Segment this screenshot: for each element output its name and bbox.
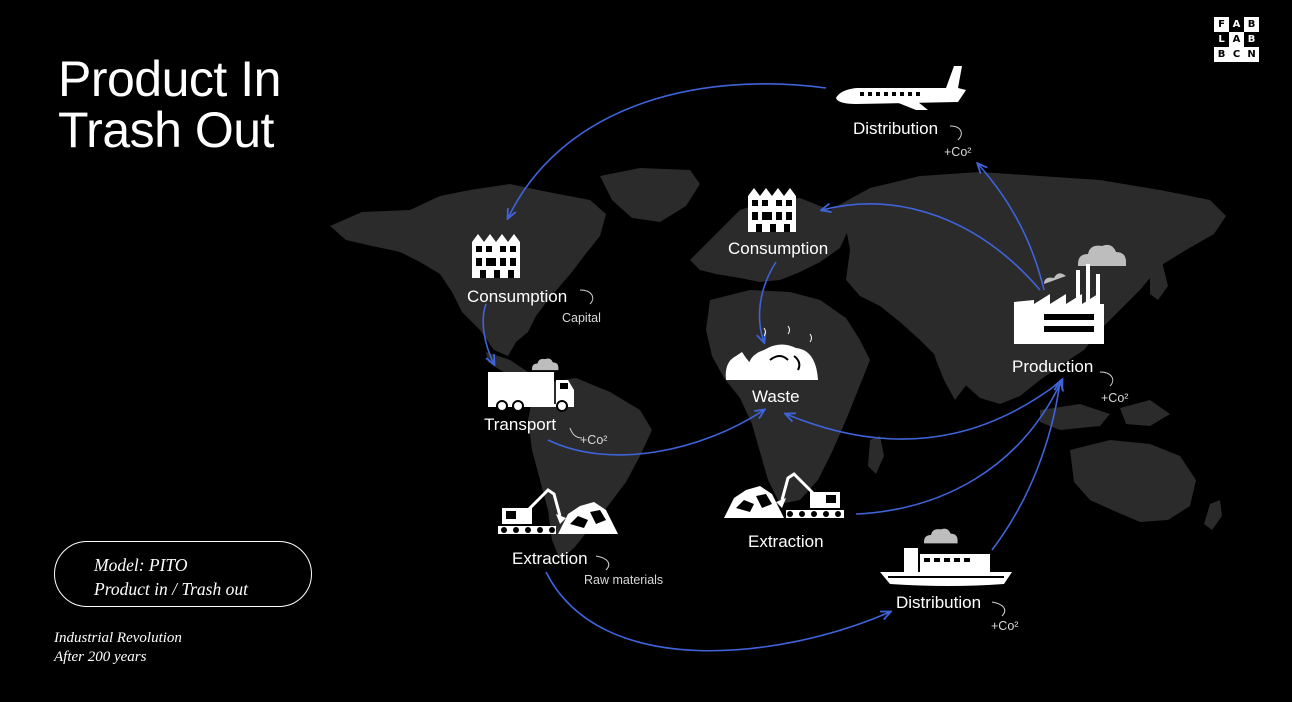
model-info-box: Model: PITO Product in / Trash out	[54, 541, 312, 607]
production-co2-note: +Co²	[1101, 391, 1129, 405]
production-label: Production	[1012, 357, 1094, 376]
model-name: Model: PITO	[94, 555, 188, 575]
arrow-production-to-waste	[786, 381, 1061, 440]
arrow-production-to-distribution-top	[978, 164, 1045, 291]
factory-icon	[1014, 244, 1126, 344]
logo-letter: A	[1229, 17, 1244, 32]
waste-pile-icon	[725, 325, 818, 380]
arrow-distribution-to-consumption-americas	[508, 83, 827, 218]
logo-letter: B	[1244, 32, 1259, 47]
logo-letter: L	[1214, 32, 1229, 47]
flow-arrows	[482, 83, 1062, 652]
fablab-bcn-logo: F A B L A B B C N	[1214, 17, 1260, 62]
note-arrows	[569, 125, 1114, 617]
logo-letter: B	[1244, 17, 1259, 32]
footer-line-2: After 200 years	[54, 649, 147, 665]
cargo-ship-icon	[880, 528, 1012, 586]
continents	[330, 168, 1226, 560]
footer-line-1: Industrial Revolution	[54, 630, 182, 646]
logo-letter: N	[1244, 47, 1259, 62]
arrow-distribution-bottom-to-production	[991, 382, 1060, 551]
slide-title: Product In Trash Out	[58, 54, 281, 156]
extraction-africa-label: Extraction	[748, 532, 824, 551]
consumption-europe-label: Consumption	[728, 239, 829, 258]
logo-letter: B	[1214, 47, 1229, 62]
consumption-americas-capital-note: Capital	[562, 311, 601, 325]
airplane-icon	[836, 66, 966, 110]
distribution-bottom-label: Distribution	[896, 593, 982, 612]
arrow-production-to-consumption-europe	[822, 204, 1041, 291]
arrow-consumption-europe-to-waste	[760, 261, 777, 342]
distribution-top-co2-note: +Co²	[944, 145, 972, 159]
title-line-2: Trash Out	[58, 102, 274, 158]
logo-letter: F	[1214, 17, 1229, 32]
transport-label: Transport	[484, 415, 557, 434]
distribution-top-label: Distribution	[853, 119, 939, 138]
consumption-americas-label: Consumption	[467, 287, 568, 306]
extraction-americas-label: Extraction	[512, 549, 588, 568]
raw-materials-note: Raw materials	[584, 573, 664, 587]
distribution-bottom-co2-note: +Co²	[991, 619, 1019, 633]
arrow-extraction-africa-to-production	[855, 380, 1062, 515]
model-description: Product in / Trash out	[94, 579, 248, 599]
arrow-consumption-to-transport	[482, 303, 494, 364]
logo-letter: C	[1229, 47, 1244, 62]
truck-icon	[488, 358, 574, 412]
footer-note: Industrial Revolution After 200 years	[54, 629, 182, 667]
consumption-europe-houses-icon	[748, 188, 796, 232]
arrow-extraction-americas-to-distribution-bottom	[545, 571, 890, 652]
transport-co2-note: +Co²	[580, 433, 608, 447]
arrow-transport-to-waste	[547, 410, 764, 456]
waste-label: Waste	[752, 387, 800, 406]
title-line-1: Product In	[58, 51, 281, 107]
logo-letter: A	[1229, 32, 1244, 47]
